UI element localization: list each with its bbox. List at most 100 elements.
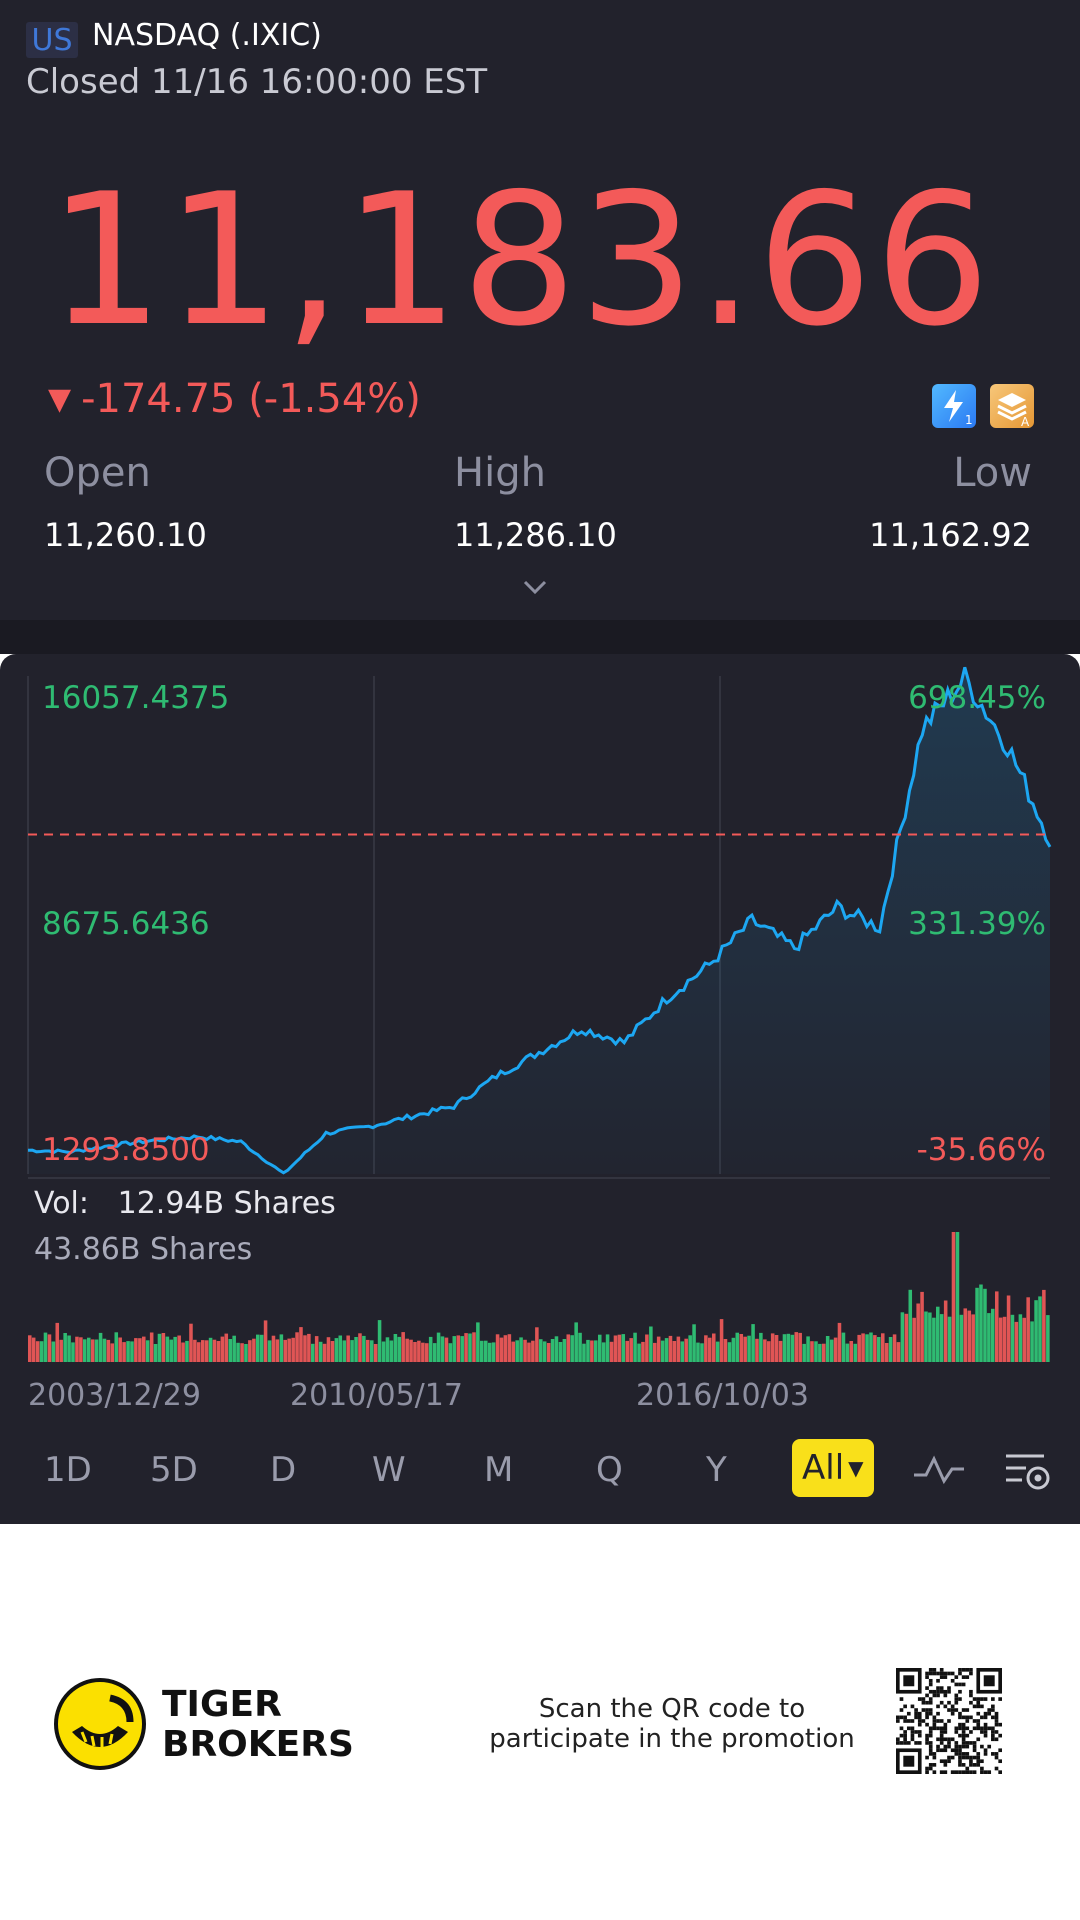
volume-bar — [71, 1342, 75, 1362]
chart-settings-icon[interactable] — [1004, 1450, 1052, 1492]
volume-bar — [236, 1342, 240, 1362]
tab-5d[interactable]: 5D — [150, 1450, 198, 1490]
volume-bar — [566, 1334, 571, 1362]
qr-module — [954, 1748, 959, 1753]
tab-m[interactable]: M — [484, 1450, 514, 1490]
volume-bar — [519, 1337, 523, 1362]
qr-module — [958, 1763, 962, 1767]
volume-bar — [267, 1340, 272, 1362]
qr-module — [939, 1719, 944, 1723]
qr-module — [939, 1686, 944, 1690]
last-price: 11,183.66 — [48, 154, 993, 366]
qr-module — [983, 1697, 988, 1701]
flash-level1-icon[interactable]: 1 — [932, 384, 976, 428]
qr-module — [994, 1722, 999, 1727]
qr-module — [947, 1700, 951, 1705]
open-label: Open — [44, 450, 151, 496]
tab-d[interactable]: D — [270, 1450, 297, 1490]
qr-module — [932, 1763, 937, 1767]
volume-bar — [1006, 1295, 1011, 1362]
volume-bar — [664, 1338, 669, 1362]
tab-1d[interactable]: 1D — [44, 1450, 92, 1490]
qr-module — [925, 1686, 929, 1690]
volume-bar — [633, 1332, 637, 1362]
volume-bar — [605, 1334, 610, 1362]
volume-bar — [539, 1339, 543, 1362]
volume-bar — [432, 1343, 437, 1362]
price-line — [27, 666, 1052, 1175]
qr-module — [899, 1733, 904, 1738]
volume-bar — [562, 1339, 567, 1362]
volume-bar — [971, 1314, 975, 1362]
volume-bar — [63, 1333, 67, 1362]
qr-module — [939, 1689, 944, 1694]
chevron-down-icon[interactable] — [523, 578, 547, 598]
volume-bar — [138, 1338, 142, 1362]
volume-bar — [715, 1341, 720, 1362]
tab-w[interactable]: W — [372, 1450, 406, 1490]
qr-module — [903, 1737, 907, 1742]
volume-bar — [849, 1341, 854, 1362]
volume-bar — [342, 1340, 347, 1362]
stack-icon[interactable]: A — [990, 384, 1034, 429]
volume-bar — [102, 1338, 107, 1362]
qr-module — [943, 1737, 948, 1742]
caret-down-icon: ▼ — [848, 1456, 864, 1480]
qr-module — [899, 1708, 904, 1712]
qr-module — [958, 1711, 962, 1716]
qr-module — [936, 1748, 940, 1753]
qr-module — [991, 1737, 995, 1742]
qr-module — [928, 1748, 933, 1753]
volume-bar — [987, 1313, 991, 1362]
volume-bar — [366, 1339, 370, 1362]
tab-all[interactable]: All ▼ — [792, 1439, 874, 1497]
qr-module — [936, 1678, 940, 1683]
qr-module — [932, 1719, 937, 1723]
qr-module — [994, 1719, 999, 1723]
qr-module — [961, 1726, 966, 1731]
volume-bar — [212, 1339, 217, 1362]
qr-module — [972, 1744, 977, 1749]
qr-module — [965, 1726, 970, 1731]
change-value: -174.75 (-1.54%) — [81, 376, 421, 422]
volume-bars — [28, 1232, 1050, 1362]
volume-bar — [582, 1343, 586, 1362]
volume-bar — [263, 1320, 268, 1362]
qr-module — [972, 1697, 977, 1701]
qr-module — [914, 1708, 918, 1712]
qr-module — [987, 1770, 992, 1774]
volume-bar — [947, 1316, 952, 1362]
qr-module — [939, 1748, 944, 1753]
volume-bar — [814, 1341, 818, 1362]
qr-module — [994, 1755, 999, 1760]
qr-module — [987, 1726, 992, 1731]
tab-y[interactable]: Y — [706, 1450, 727, 1490]
qr-module — [932, 1755, 937, 1760]
volume-bar — [798, 1332, 802, 1362]
qr-module — [994, 1752, 999, 1756]
volume-bar — [161, 1333, 166, 1362]
qr-module — [947, 1737, 951, 1742]
volume-bar — [688, 1335, 692, 1362]
qr-module — [954, 1693, 959, 1698]
volume-bar — [896, 1342, 901, 1362]
qr-module — [961, 1752, 966, 1756]
volume-bar — [712, 1333, 716, 1362]
price-chart[interactable] — [0, 654, 1080, 1524]
volume-bar — [204, 1340, 209, 1362]
low-label: Low — [953, 450, 1032, 496]
tab-q[interactable]: Q — [596, 1450, 623, 1490]
indicator-icon[interactable] — [912, 1451, 966, 1489]
volume-bar — [307, 1333, 311, 1362]
qr-module — [994, 1730, 999, 1734]
qr-module — [939, 1730, 944, 1734]
qr-module — [969, 1763, 973, 1767]
volume-bar — [767, 1341, 771, 1362]
volume-bar — [177, 1335, 181, 1362]
qr-module — [917, 1719, 922, 1723]
volume-bar — [1022, 1317, 1027, 1362]
volume-bar — [401, 1332, 405, 1362]
qr-module — [998, 1722, 1002, 1727]
index-title: NASDAQ (.IXIC) — [92, 18, 322, 53]
qr-module — [961, 1733, 966, 1738]
